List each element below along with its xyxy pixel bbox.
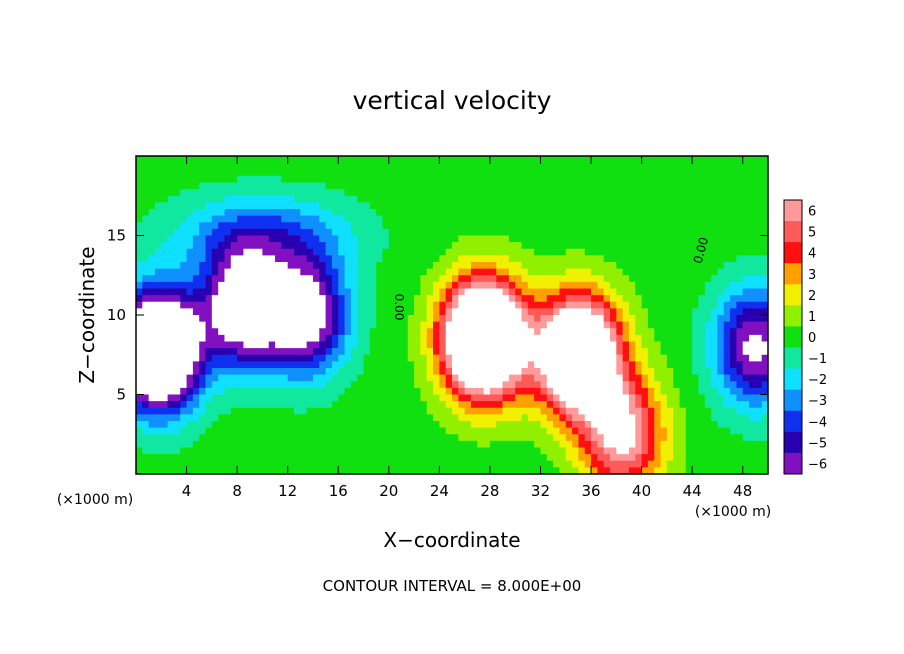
colorbar-swatch bbox=[784, 347, 802, 370]
y-tick-label: 15 bbox=[107, 227, 126, 245]
colorbar-label: −4 bbox=[808, 415, 827, 430]
colorbar-swatch bbox=[784, 242, 802, 264]
contour-interval-note: CONTOUR INTERVAL = 8.000E+00 bbox=[322, 577, 582, 595]
x-tick-label: 4 bbox=[182, 482, 192, 500]
x-tick-label: 20 bbox=[379, 482, 398, 500]
x-tick-label: 16 bbox=[329, 482, 348, 500]
y-unit-label: (×1000 m) bbox=[57, 492, 133, 508]
colorbar-label: 5 bbox=[808, 226, 816, 241]
colorbar-label: −1 bbox=[808, 352, 827, 367]
x-tick-label: 40 bbox=[632, 482, 651, 500]
y-axis-label: Z−coordinate bbox=[75, 246, 99, 383]
colorbar-swatch bbox=[784, 452, 802, 475]
y-tick-label: 10 bbox=[107, 306, 126, 324]
colorbar-frame bbox=[783, 199, 803, 475]
colorbar-label: 2 bbox=[808, 289, 816, 304]
x-tick-label: 48 bbox=[733, 482, 752, 500]
x-tick-label: 32 bbox=[531, 482, 550, 500]
colorbar-label: 4 bbox=[808, 247, 816, 262]
y-tick-label: 5 bbox=[116, 386, 126, 404]
colorbar-swatch bbox=[784, 263, 802, 285]
x-tick-label: 44 bbox=[683, 482, 702, 500]
colorbar-swatch bbox=[784, 284, 802, 306]
x-tick-label: 36 bbox=[581, 482, 600, 500]
colorbar-label: −2 bbox=[808, 373, 827, 388]
x-unit-label: (×1000 m) bbox=[695, 504, 771, 520]
colorbar-swatch bbox=[784, 389, 802, 412]
colorbar-swatch bbox=[784, 221, 802, 243]
x-tick-label: 24 bbox=[430, 482, 449, 500]
chart-title: vertical velocity bbox=[352, 86, 552, 115]
colorbar-label: 6 bbox=[808, 205, 816, 220]
colorbar-label: −5 bbox=[808, 436, 827, 451]
colorbar-swatch bbox=[784, 431, 802, 454]
colorbar-swatch bbox=[784, 326, 802, 349]
colorbar-label: 1 bbox=[808, 310, 816, 325]
colorbar-label: 0 bbox=[808, 331, 816, 346]
colorbar-swatch bbox=[784, 305, 802, 327]
colorbar-swatch bbox=[784, 200, 802, 222]
colorbar-label: −6 bbox=[808, 457, 827, 472]
colorbar-swatch bbox=[784, 410, 802, 433]
contour-label: 0.00 bbox=[691, 236, 711, 265]
contour-label: 0.00 bbox=[392, 294, 406, 321]
colorbar-label: −3 bbox=[808, 394, 827, 409]
x-tick-label: 12 bbox=[278, 482, 297, 500]
x-axis-label: X−coordinate bbox=[383, 528, 520, 552]
x-tick-label: 28 bbox=[480, 482, 499, 500]
x-tick-label: 8 bbox=[232, 482, 242, 500]
colorbar-label: 3 bbox=[808, 268, 816, 283]
colorbar-swatch bbox=[784, 368, 802, 391]
